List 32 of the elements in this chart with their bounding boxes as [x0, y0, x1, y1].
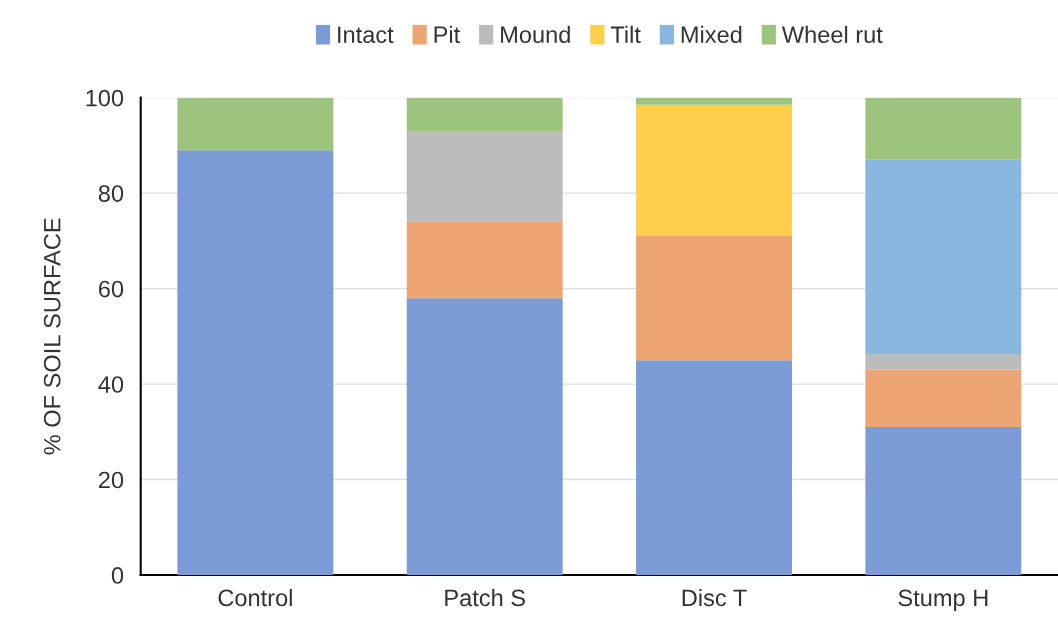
y-tick-label: 100	[86, 89, 124, 107]
y-tick-label: 20	[98, 471, 124, 489]
x-tick-label: Patch S	[445, 588, 525, 607]
legend-label: Pit	[434, 25, 461, 44]
bar	[865, 97, 1022, 160]
legend-label: Mixed	[681, 25, 742, 44]
bar	[406, 221, 563, 299]
x-tick-label: Control	[218, 588, 292, 607]
y-tick-label: 80	[98, 185, 124, 202]
legend-label: Intact	[338, 26, 394, 44]
x-tick-label: Stump H	[898, 589, 988, 611]
legend-label: Wheel rut	[781, 25, 883, 44]
bar	[636, 97, 792, 105]
bar	[865, 159, 1022, 354]
y-tick-label: 40	[98, 376, 124, 393]
bar	[865, 369, 1022, 428]
y-tick-label: 0	[111, 567, 124, 584]
x-tick-label: Disc T	[682, 588, 747, 607]
bar	[177, 97, 334, 151]
bar	[865, 427, 1022, 576]
y-tick-label: 60	[98, 280, 124, 298]
bar	[406, 97, 563, 132]
legend-label: Mound	[501, 25, 570, 44]
bar	[636, 360, 792, 576]
bar	[636, 104, 792, 237]
y-axis-title: % OF SOIL SURFACE	[43, 218, 61, 455]
legend-label: Tilt	[610, 25, 641, 44]
bar	[406, 298, 563, 576]
bar	[865, 354, 1022, 370]
bar	[406, 131, 563, 222]
bar	[177, 150, 334, 576]
bar	[636, 236, 792, 361]
